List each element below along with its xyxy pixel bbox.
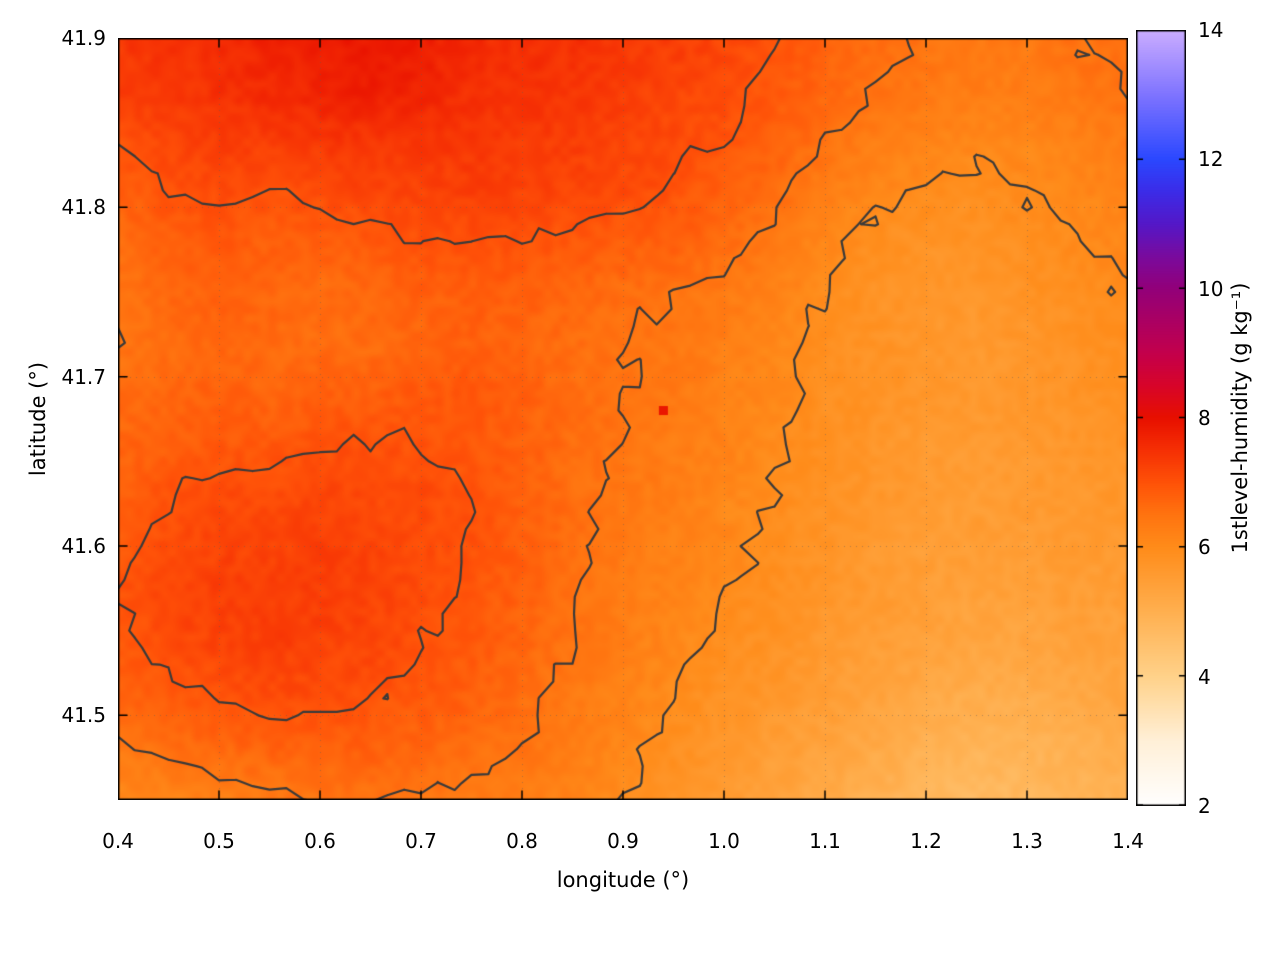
- colorbar-tick-label: 4: [1198, 664, 1211, 689]
- colorbar-tick-label: 2: [1198, 794, 1211, 818]
- x-tick-label: 1.2: [910, 829, 942, 853]
- x-tick-label: 0.8: [506, 829, 538, 853]
- x-tick-label: 0.6: [304, 829, 336, 853]
- heatmap-plot: [118, 38, 1128, 800]
- x-tick-label: 0.7: [405, 829, 437, 853]
- x-tick-label: 1.0: [708, 829, 740, 853]
- x-tick-label: 1.4: [1112, 829, 1144, 853]
- y-tick-label: 41.6: [61, 534, 106, 558]
- y-tick-label: 41.8: [61, 195, 106, 220]
- y-tick-label: 41.9: [61, 26, 106, 50]
- colorbar-tick-label: 6: [1198, 535, 1211, 560]
- x-axis-label: longitude (°): [556, 868, 690, 892]
- x-tick-label: 0.4: [102, 829, 134, 853]
- y-tick-label: 41.7: [61, 364, 106, 389]
- x-tick-label: 0.5: [203, 829, 235, 853]
- colorbar-tick-label: 10: [1198, 276, 1224, 301]
- x-tick-label: 0.9: [607, 829, 639, 853]
- colorbar-tick-label: 8: [1198, 406, 1211, 430]
- colorbar: [1136, 30, 1186, 806]
- y-axis-label: latitude (°): [26, 361, 50, 477]
- x-tick-label: 1.1: [809, 829, 841, 853]
- colorbar-label: 1stlevel-humidity (g kg⁻¹): [1228, 282, 1252, 554]
- y-tick-label: 41.5: [61, 703, 106, 728]
- colorbar-tick-label: 12: [1198, 147, 1224, 172]
- x-tick-label: 1.3: [1011, 829, 1043, 853]
- colorbar-tick-label: 14: [1198, 18, 1224, 42]
